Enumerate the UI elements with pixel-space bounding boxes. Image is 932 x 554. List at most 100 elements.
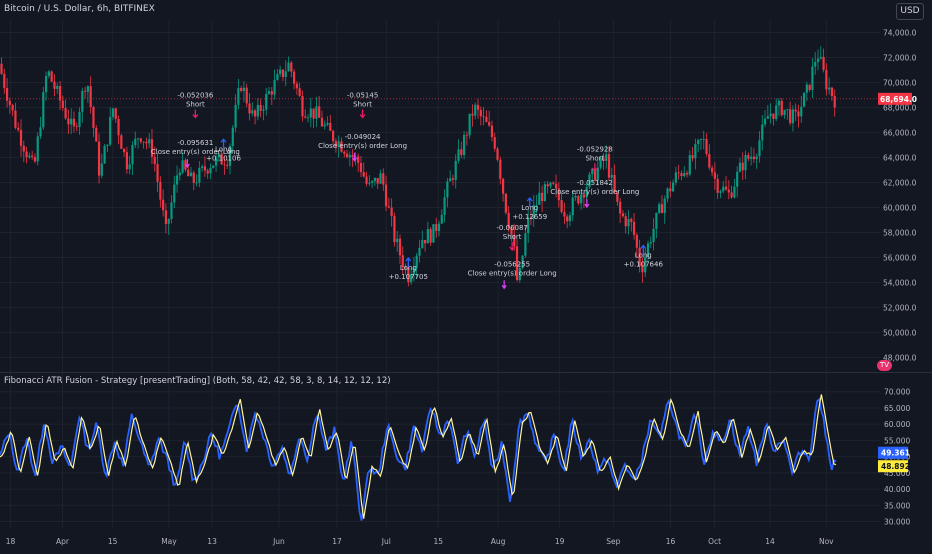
candle-body — [624, 216, 627, 227]
candle-body — [86, 86, 89, 92]
candle-body — [237, 88, 240, 105]
candle-body — [833, 96, 836, 108]
long-arrow-icon — [405, 256, 412, 267]
price-axis-label: 50,000.0 — [883, 329, 917, 338]
time-axis-label: 18 — [6, 537, 16, 546]
candle-body — [808, 84, 811, 91]
candle-body — [457, 149, 460, 161]
indicator-title[interactable]: Fibonacci ATR Fusion - Strategy [present… — [4, 376, 391, 386]
signal-label: Long — [400, 264, 417, 272]
osc-line-blue — [0, 397, 837, 521]
candle-body — [212, 165, 215, 168]
candle-body — [281, 69, 285, 77]
osc-axis-label: 30.000 — [884, 518, 910, 527]
candle-body — [744, 155, 747, 171]
signal-label: Close entry(s) order Long — [318, 142, 407, 150]
candle-body — [142, 141, 145, 143]
candle-body — [591, 168, 594, 175]
candle-body — [306, 117, 310, 119]
candle-body — [175, 175, 179, 185]
candle-body — [167, 219, 170, 224]
osc-axis-label: 65.000 — [884, 404, 910, 413]
candle-body — [605, 154, 608, 161]
candle-body — [671, 182, 675, 192]
signal-label: Long — [215, 145, 232, 153]
candle-body — [111, 108, 115, 117]
candle-body — [14, 110, 17, 128]
candle-body — [443, 197, 446, 215]
candle-body — [301, 95, 304, 117]
candle-body — [248, 103, 251, 114]
candle-body — [398, 238, 402, 256]
time-axis-label: Nov — [819, 537, 834, 546]
candle-body — [814, 61, 817, 67]
candle-body — [228, 146, 232, 166]
candle-body — [231, 127, 234, 147]
candle-body — [407, 268, 410, 283]
candle-body — [730, 192, 733, 198]
candle-body — [713, 172, 716, 179]
candle-body — [148, 139, 151, 144]
signal-label: Short — [585, 154, 604, 162]
candle-body — [697, 140, 700, 145]
osc-axis-label: 60.000 — [884, 420, 910, 429]
price-axis-label: 74,000.0 — [883, 29, 917, 38]
candle-body — [552, 182, 555, 184]
candle-body — [474, 104, 477, 116]
candle-body — [752, 156, 755, 160]
signal-label: Close entry(s) order Long — [550, 188, 639, 196]
time-axis-label: May — [161, 537, 177, 546]
candle-body — [649, 241, 652, 244]
candle-body — [195, 182, 198, 184]
candle-body — [162, 199, 165, 211]
price-axis-label: 62,000.0 — [883, 179, 917, 188]
short-arrow-icon — [591, 163, 598, 173]
pane-divider[interactable] — [0, 372, 932, 373]
candle-body — [750, 156, 753, 159]
candle-body — [379, 173, 382, 184]
candle-body — [354, 156, 357, 158]
candle-body — [84, 90, 87, 92]
candle-body — [538, 192, 541, 205]
candle-body — [811, 66, 814, 91]
candle-body — [571, 197, 574, 216]
candle-body — [630, 218, 633, 222]
symbol-title[interactable]: Bitcoin / U.S. Dollar, 6h, BITFINEX — [4, 4, 155, 14]
candle-body — [139, 138, 142, 142]
candle-body — [658, 204, 661, 213]
candle-body — [39, 127, 42, 137]
long-arrow-icon — [640, 244, 647, 255]
candle-body — [173, 184, 176, 203]
time-axis-label: 15 — [108, 537, 118, 546]
candle-body — [3, 73, 6, 89]
signal-label: +0.107646 — [624, 261, 664, 269]
candle-body — [298, 88, 301, 96]
candle-body — [691, 155, 694, 159]
currency-button[interactable]: USD — [896, 3, 924, 20]
price-axis-label: 54,000.0 — [883, 279, 917, 288]
candle-body — [95, 127, 98, 142]
candle-body — [791, 109, 795, 124]
osc-line-yellow — [0, 394, 837, 519]
candle-body — [638, 247, 641, 267]
candle-body — [401, 255, 404, 268]
candle-body — [136, 138, 140, 140]
candle-body — [437, 223, 441, 231]
candle-body — [702, 139, 705, 140]
candle-body — [53, 81, 56, 89]
signal-label: Short — [353, 101, 372, 109]
signal-label: -0.051842 — [577, 179, 613, 187]
osc-badge-blue — [878, 446, 908, 459]
price-axis-label: 72,000.0 — [883, 54, 917, 63]
price-axis-label: 60,000.0 — [883, 204, 917, 213]
candle-body — [616, 191, 619, 202]
candle-body — [201, 166, 204, 168]
candle-body — [365, 176, 368, 184]
signal-label: Close entry(s) order Long — [468, 269, 557, 277]
price-axis-label: 52,000.0 — [883, 304, 917, 313]
candle-body — [309, 108, 312, 118]
candle-body — [251, 110, 254, 114]
candle-body — [318, 106, 321, 118]
